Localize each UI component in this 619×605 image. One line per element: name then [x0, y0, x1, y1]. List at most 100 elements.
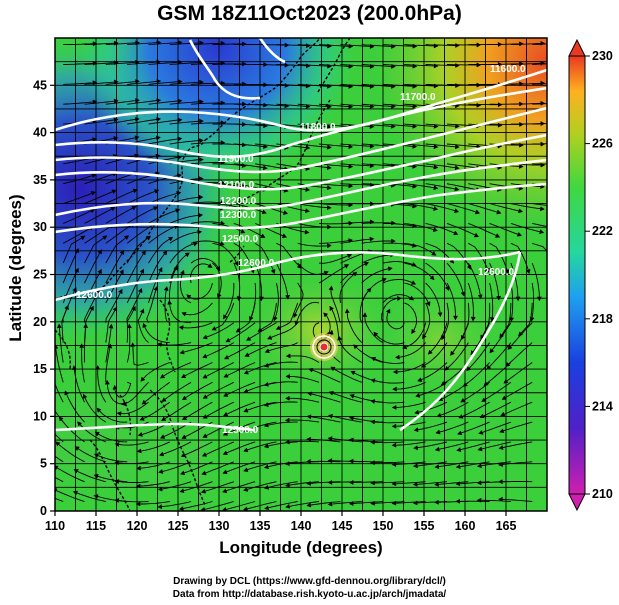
streamline	[233, 242, 254, 273]
streamline	[127, 61, 161, 65]
streamline	[258, 302, 277, 332]
streamline	[222, 481, 256, 493]
streamline	[404, 262, 435, 280]
streamline-arrow	[217, 293, 222, 299]
streamline	[297, 103, 331, 108]
streamline	[489, 222, 522, 236]
streamline	[286, 501, 320, 508]
streamline-arrow	[157, 486, 163, 492]
streamline-arrow	[199, 138, 204, 143]
streamline	[404, 222, 438, 232]
streamline-arrow	[285, 374, 291, 379]
streamline	[115, 441, 149, 446]
streamline	[77, 421, 106, 443]
streamline	[392, 441, 426, 446]
streamline	[460, 381, 490, 403]
streamline	[330, 366, 362, 383]
streamline	[297, 44, 331, 47]
streamline-arrow	[202, 354, 208, 359]
streamline	[169, 81, 203, 85]
streamline	[233, 222, 265, 238]
streamline-arrow	[264, 505, 270, 511]
y-tick-label: 0	[40, 504, 47, 518]
streamline	[142, 323, 170, 344]
streamline-arrow	[450, 350, 455, 356]
streamline	[489, 322, 512, 353]
streamline-arrow	[402, 344, 407, 350]
streamline-arrow	[308, 367, 314, 373]
streamline-arrow	[284, 461, 290, 466]
streamline	[417, 362, 448, 382]
streamline	[84, 288, 100, 323]
streamline-arrow	[466, 366, 471, 372]
contour-label: 11600.0	[490, 64, 526, 75]
streamline	[425, 222, 458, 235]
x-axis-label: Longitude (degrees)	[219, 538, 383, 557]
streamline-arrow	[240, 229, 246, 234]
streamline	[404, 183, 438, 189]
streamline-arrow	[263, 422, 269, 428]
streamline	[286, 375, 320, 383]
streamline-arrow	[102, 235, 108, 240]
streamline-arrow	[327, 501, 333, 507]
streamline	[62, 248, 79, 284]
streamline	[63, 82, 97, 85]
streamline	[140, 401, 171, 421]
streamline	[382, 242, 417, 247]
streamline	[212, 222, 245, 234]
streamline	[137, 309, 149, 343]
streamline	[276, 83, 310, 87]
contour-label: 11800.0	[300, 122, 336, 133]
streamline-arrow	[140, 376, 146, 382]
streamline-arrow	[97, 268, 102, 274]
streamline-arrow	[529, 317, 535, 322]
streamline-arrow	[470, 316, 476, 322]
streamline	[96, 408, 128, 423]
streamline	[233, 262, 241, 301]
streamline	[63, 62, 97, 65]
streamline	[162, 381, 192, 402]
streamline	[361, 254, 394, 264]
streamline	[105, 223, 135, 244]
streamline-arrow	[455, 464, 461, 469]
streamline-arrow	[431, 251, 437, 256]
streamline	[532, 222, 547, 227]
streamline	[243, 501, 277, 511]
streamline	[276, 302, 299, 330]
streamline	[318, 143, 353, 148]
streamline	[446, 163, 480, 169]
streamline-arrow	[415, 393, 421, 398]
streamline	[467, 282, 474, 321]
streamline	[212, 43, 246, 46]
streamline-arrow	[263, 464, 269, 470]
streamline	[84, 306, 94, 343]
streamline	[340, 64, 374, 68]
streamline-arrow	[155, 153, 161, 159]
streamline	[437, 401, 469, 417]
streamline	[273, 282, 279, 321]
streamline	[425, 64, 459, 67]
streamline-arrow	[328, 285, 334, 291]
streamline	[371, 441, 405, 444]
streamline-arrow	[141, 400, 147, 405]
streamline	[479, 421, 512, 434]
x-tick-label: 145	[332, 519, 353, 533]
streamline	[297, 143, 331, 148]
streamline-arrow	[417, 377, 423, 382]
streamline	[105, 99, 139, 105]
streamline	[148, 41, 182, 46]
streamline	[446, 282, 456, 320]
streamline-arrow	[186, 294, 192, 299]
y-tick-label: 35	[33, 173, 47, 187]
streamline	[456, 461, 490, 468]
streamline	[83, 394, 107, 423]
streamline-arrow	[498, 479, 503, 485]
streamline	[84, 118, 118, 125]
streamline	[84, 207, 115, 224]
streamline	[276, 242, 302, 269]
streamline-arrow	[235, 328, 241, 333]
streamline-arrow	[104, 379, 110, 385]
streamline	[499, 302, 512, 338]
streamline-arrow	[243, 388, 249, 394]
